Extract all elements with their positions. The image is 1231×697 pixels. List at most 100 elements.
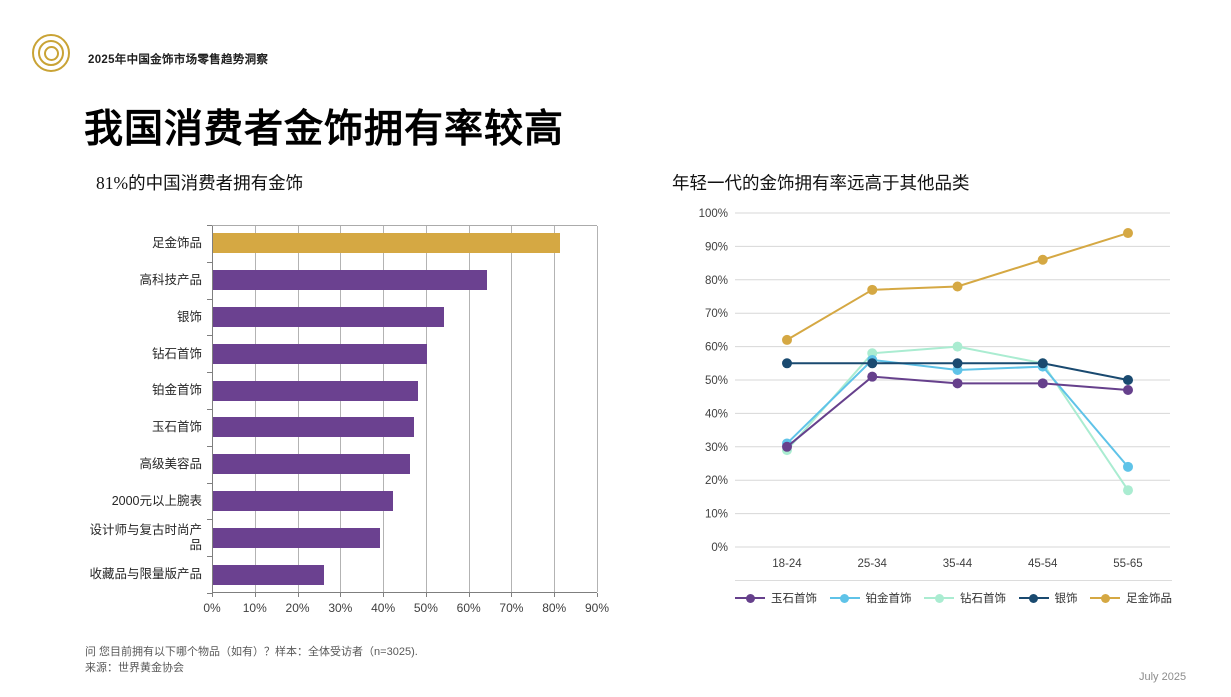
legend-item: 足金饰品 xyxy=(1090,590,1172,606)
series-point-3 xyxy=(867,358,878,369)
gridline xyxy=(468,226,470,592)
y-tick-label: 40% xyxy=(705,408,728,420)
x-axis-tick xyxy=(597,593,598,597)
legend-label: 银饰 xyxy=(1054,593,1078,605)
series-point-0 xyxy=(952,378,963,389)
x-tick-label: 40% xyxy=(371,601,396,615)
bar-category-label: 高科技产品 xyxy=(139,273,202,287)
bar xyxy=(213,233,560,254)
legend-label: 铂金首饰 xyxy=(865,593,912,605)
y-tick-label: 30% xyxy=(705,442,728,454)
bar-category-label: 银饰 xyxy=(176,309,202,324)
y-tick-label: 80% xyxy=(705,275,728,287)
series-point-0 xyxy=(867,371,878,382)
gridline xyxy=(511,226,513,592)
bar-category-label: 2000元以上腕表 xyxy=(111,493,202,508)
x-axis-tick xyxy=(383,593,385,597)
line-chart-title: 年轻一代的金饰拥有率远高于其他品类 xyxy=(672,173,970,193)
series-point-3 xyxy=(782,358,792,369)
y-axis-line xyxy=(212,226,213,592)
gridline xyxy=(554,226,556,592)
y-axis-tick xyxy=(207,482,212,484)
footnote: 问 您目前拥有以下哪个物品（如有）？样本：全体受访者（n=3025). 来源：世… xyxy=(85,645,418,677)
series-point-1 xyxy=(1123,461,1133,472)
series-point-3 xyxy=(1123,375,1133,385)
page-title: 我国消费者金饰拥有率较高 xyxy=(84,108,565,151)
legend-label: 钻石首饰 xyxy=(960,593,1006,605)
series-point-0 xyxy=(1123,385,1133,396)
legend-dot-icon xyxy=(1029,593,1038,603)
y-axis-tick xyxy=(207,335,212,337)
x-tick-label: 25-34 xyxy=(858,558,888,570)
series-point-2 xyxy=(952,341,963,352)
gridline xyxy=(383,226,385,592)
y-tick-label: 10% xyxy=(705,509,728,521)
bar-category-label: 高级美容品 xyxy=(139,457,202,471)
logo-ring-inner-icon xyxy=(43,45,59,61)
x-tick-label: 10% xyxy=(242,601,267,615)
series-point-0 xyxy=(782,441,792,452)
bar xyxy=(213,380,419,401)
bar-category-label: 设计师与复古时尚产品 xyxy=(89,523,202,552)
bar-chart-section: 81%的中国消费者拥有金饰 0% 10% 20% 30% 40% 50% 60% 70% 80%… xyxy=(88,170,618,650)
footnote-source: 来源：世界黄金协会 xyxy=(85,661,184,674)
y-axis-tick xyxy=(207,519,212,521)
series-point-4 xyxy=(1123,228,1133,239)
bar-chart: 0% 10% 20% 30% 40% 50% 60% 70% 80% 90% 足金饰品 高科技产品 银饰… xyxy=(88,225,609,625)
x-axis-tick xyxy=(468,593,470,597)
footnote-question: 问 您目前拥有以下哪个物品（如有）？样本：全体受访者（n=3025). xyxy=(85,646,418,658)
gridline xyxy=(425,226,427,592)
bar xyxy=(213,564,325,585)
x-tick-label: 60% xyxy=(456,601,481,615)
x-tick-label: 0% xyxy=(203,601,221,615)
y-axis-tick xyxy=(207,409,212,410)
gridline xyxy=(340,226,342,592)
bar-category-label: 铂金首饰 xyxy=(151,383,202,398)
x-tick-label: 18-24 xyxy=(772,558,802,570)
bar xyxy=(213,307,444,327)
bar xyxy=(213,454,410,475)
x-axis-tick xyxy=(254,593,256,597)
series-point-4 xyxy=(1037,254,1048,265)
bar-category-label: 钻石首饰 xyxy=(151,346,202,361)
series-point-4 xyxy=(952,281,963,292)
bar xyxy=(213,417,415,438)
gridline xyxy=(254,226,256,592)
legend-swatch-icon xyxy=(735,593,765,603)
y-tick-label: 0% xyxy=(711,542,728,554)
x-tick-label: 50% xyxy=(413,601,438,615)
legend-item: 铂金首饰 xyxy=(829,590,912,606)
y-tick-label: 100% xyxy=(699,208,728,220)
y-axis-tick xyxy=(207,261,212,263)
legend-item: 钻石首饰 xyxy=(924,590,1006,606)
gridline xyxy=(597,226,598,592)
gold-council-logo-icon xyxy=(32,34,70,72)
bar xyxy=(213,527,380,548)
logo-ring-icon xyxy=(38,40,64,66)
y-axis-tick xyxy=(207,225,212,226)
x-axis-tick xyxy=(340,593,342,597)
legend-swatch-icon xyxy=(1018,593,1049,603)
series-point-3 xyxy=(1037,358,1048,369)
slide-date: July 2025 xyxy=(1139,671,1187,683)
bar-category-label: 足金饰品 xyxy=(151,236,202,251)
legend-item: 银饰 xyxy=(1018,590,1078,606)
y-axis-tick xyxy=(207,593,212,594)
x-tick-label: 35-44 xyxy=(943,558,973,570)
y-axis-tick xyxy=(207,298,212,300)
y-tick-label: 70% xyxy=(705,308,728,320)
legend-swatch-icon xyxy=(829,593,860,603)
bar-chart-title: 81%的中国消费者拥有金饰 xyxy=(96,173,304,193)
legend-dot-icon xyxy=(934,593,944,603)
x-tick-label: 70% xyxy=(499,601,524,615)
y-axis-tick xyxy=(207,556,212,558)
bar-category-label: 玉石首饰 xyxy=(151,420,202,435)
series-point-2 xyxy=(1123,485,1133,496)
series-point-4 xyxy=(782,334,792,345)
series-point-4 xyxy=(867,284,878,295)
line-chart-svg: 0% 10% 20% 30% 40% 50% 60% 70% 80% 90% 100% 18-24 25… xyxy=(699,208,1170,570)
legend-swatch-icon xyxy=(1090,593,1120,603)
y-tick-label: 90% xyxy=(705,241,728,253)
legend-dot-icon xyxy=(840,593,849,603)
